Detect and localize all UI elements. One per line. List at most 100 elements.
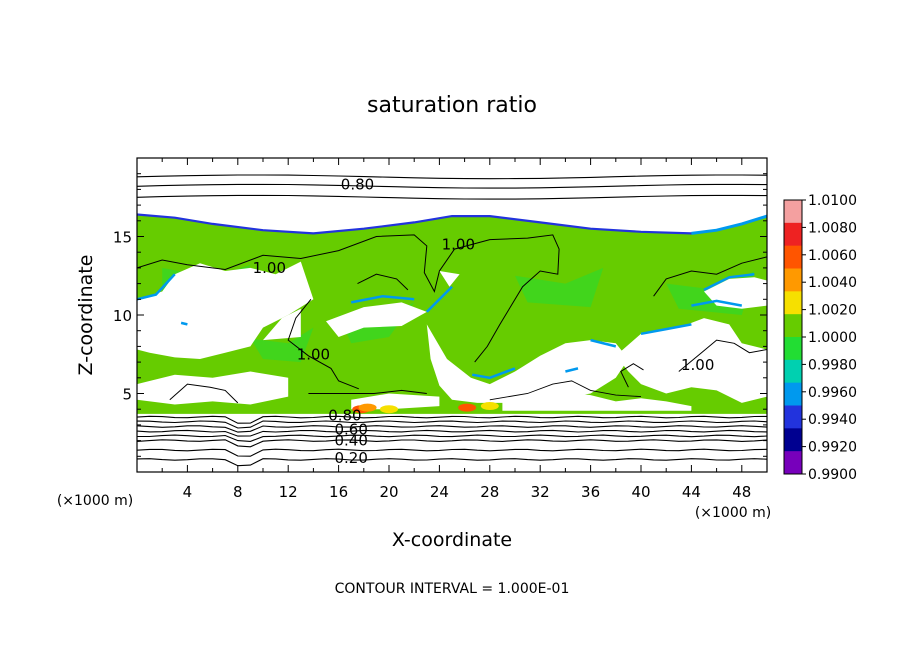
x-axis-label: X-coordinate bbox=[392, 529, 512, 551]
supersaturation-spot bbox=[458, 403, 477, 412]
y-tick-label: 10 bbox=[113, 307, 132, 325]
unsaturated-pocket bbox=[426, 324, 629, 403]
x-axis-unit-right: (×1000 m) bbox=[695, 505, 771, 521]
x-tick-label: 48 bbox=[732, 483, 751, 501]
colorbar-label: 0.9980 bbox=[808, 357, 857, 373]
cloud-top-edge-right bbox=[691, 214, 767, 235]
contour-label: 0.40 bbox=[334, 432, 367, 450]
colorbar-swatch bbox=[784, 200, 802, 224]
subsaturated-fringe bbox=[350, 294, 415, 304]
isoline-1.00 bbox=[169, 383, 239, 404]
subsaturated-fringe bbox=[703, 272, 755, 292]
contour-label: 1.00 bbox=[681, 356, 714, 374]
x-tick-label: 28 bbox=[480, 483, 499, 501]
isoline-1.00 bbox=[357, 273, 409, 291]
colorbar-swatch bbox=[784, 222, 802, 247]
subsaturated-fringe bbox=[180, 321, 188, 326]
contour-label: 1.00 bbox=[297, 345, 330, 363]
colorbar-label: 0.9940 bbox=[808, 412, 857, 428]
x-tick-label: 4 bbox=[183, 483, 193, 501]
contour-labels: 0.801.001.001.001.000.800.600.400.20 bbox=[253, 176, 715, 467]
colorbar-label: 1.0060 bbox=[808, 248, 857, 264]
unsaturated-pocket bbox=[326, 302, 427, 337]
unsaturated-pocket bbox=[439, 271, 460, 287]
isoline-1.00 bbox=[137, 234, 560, 363]
x-axis-ticks: 4 8 12 16 20 24 28 32 36 40 44 48 bbox=[136, 158, 768, 501]
x-tick-label: 32 bbox=[531, 483, 550, 501]
colorbar-label: 1.0020 bbox=[808, 303, 857, 319]
subsaturated-fringe bbox=[590, 338, 617, 348]
x-tick-label: 20 bbox=[379, 483, 398, 501]
isoline bbox=[137, 174, 767, 180]
supersaturation-spot bbox=[380, 405, 398, 414]
y-tick-label: 5 bbox=[122, 386, 132, 404]
subsaturated-fringe bbox=[565, 367, 579, 373]
isoline-1.00 bbox=[620, 363, 644, 388]
colorbar-swatch bbox=[784, 268, 802, 292]
subsaturated-fringe bbox=[425, 285, 453, 313]
colorbar-label: 0.9900 bbox=[808, 467, 857, 483]
x-tick-label: 12 bbox=[279, 483, 298, 501]
isoline bbox=[137, 420, 767, 429]
x-tick-label: 8 bbox=[233, 483, 243, 501]
y-axis-ticks: 5 10 15 bbox=[113, 157, 767, 473]
subsaturated-fringe bbox=[471, 367, 516, 380]
x-tick-label: 36 bbox=[581, 483, 600, 501]
contour-interval-note: CONTOUR INTERVAL = 1.000E-01 bbox=[335, 581, 570, 597]
isoline-1.00 bbox=[287, 298, 359, 390]
colorbar-label: 0.9960 bbox=[808, 385, 857, 401]
supersaturation-spot bbox=[358, 403, 377, 412]
colorbar-swatch bbox=[784, 245, 802, 269]
contour-label: 0.20 bbox=[334, 449, 367, 467]
colorbar-swatch bbox=[784, 291, 802, 315]
chart-title: saturation ratio bbox=[367, 93, 537, 118]
isoline-1.00 bbox=[308, 389, 427, 394]
colorbar-swatch bbox=[784, 451, 802, 475]
colorbar-swatch bbox=[784, 382, 802, 406]
y-tick-label: 15 bbox=[113, 229, 132, 247]
y-axis-label: Z-coordinate bbox=[75, 255, 97, 376]
isoline bbox=[137, 415, 767, 424]
x-tick-label: 40 bbox=[631, 483, 650, 501]
colorbar-swatch bbox=[784, 428, 802, 452]
isoline bbox=[137, 434, 767, 442]
isoline bbox=[137, 183, 767, 189]
unsaturated-pocket bbox=[502, 390, 692, 411]
colorbar-label: 1.0000 bbox=[808, 330, 857, 346]
colorbar-swatch bbox=[784, 337, 802, 361]
supersaturation-spot bbox=[480, 402, 499, 411]
subsaturated-fringe bbox=[691, 299, 743, 307]
isoline-1.00 bbox=[678, 339, 767, 372]
isoline bbox=[489, 380, 642, 401]
x-tick-label: 44 bbox=[682, 483, 701, 501]
isoline bbox=[137, 194, 767, 200]
colorbar: 1.0100 1.0080 1.0060 1.0040 1.0020 1.0000 0.99… bbox=[783, 193, 857, 483]
colorbar-label: 0.9920 bbox=[808, 440, 857, 456]
x-tick-label: 16 bbox=[329, 483, 348, 501]
isoline bbox=[137, 429, 767, 437]
contour-label: 0.60 bbox=[334, 421, 367, 439]
x-tick-label: 24 bbox=[430, 483, 449, 501]
colorbar-swatch bbox=[784, 359, 802, 384]
isoline-layer bbox=[137, 174, 767, 467]
light-saturation-patch bbox=[515, 267, 604, 308]
contour-label: 0.80 bbox=[328, 406, 361, 424]
subsaturated-fringe bbox=[137, 273, 176, 301]
colorbar-swatch bbox=[784, 314, 802, 338]
contour-label: 1.00 bbox=[442, 235, 475, 253]
unsaturated-pocket bbox=[137, 261, 314, 359]
light-saturation-patch bbox=[250, 327, 314, 363]
isoline-1.00 bbox=[653, 256, 767, 297]
field-layer bbox=[137, 213, 767, 414]
isoline bbox=[137, 448, 767, 457]
isoline bbox=[137, 439, 767, 448]
subsaturated-fringe bbox=[640, 323, 692, 336]
contour-label: 0.80 bbox=[341, 176, 374, 194]
colorbar-label: 1.0040 bbox=[808, 275, 857, 291]
isoline bbox=[137, 458, 767, 467]
colorbar-label: 1.0080 bbox=[808, 220, 857, 236]
colorbar-swatch bbox=[784, 405, 802, 429]
colorbar-label: 1.0100 bbox=[808, 193, 857, 209]
